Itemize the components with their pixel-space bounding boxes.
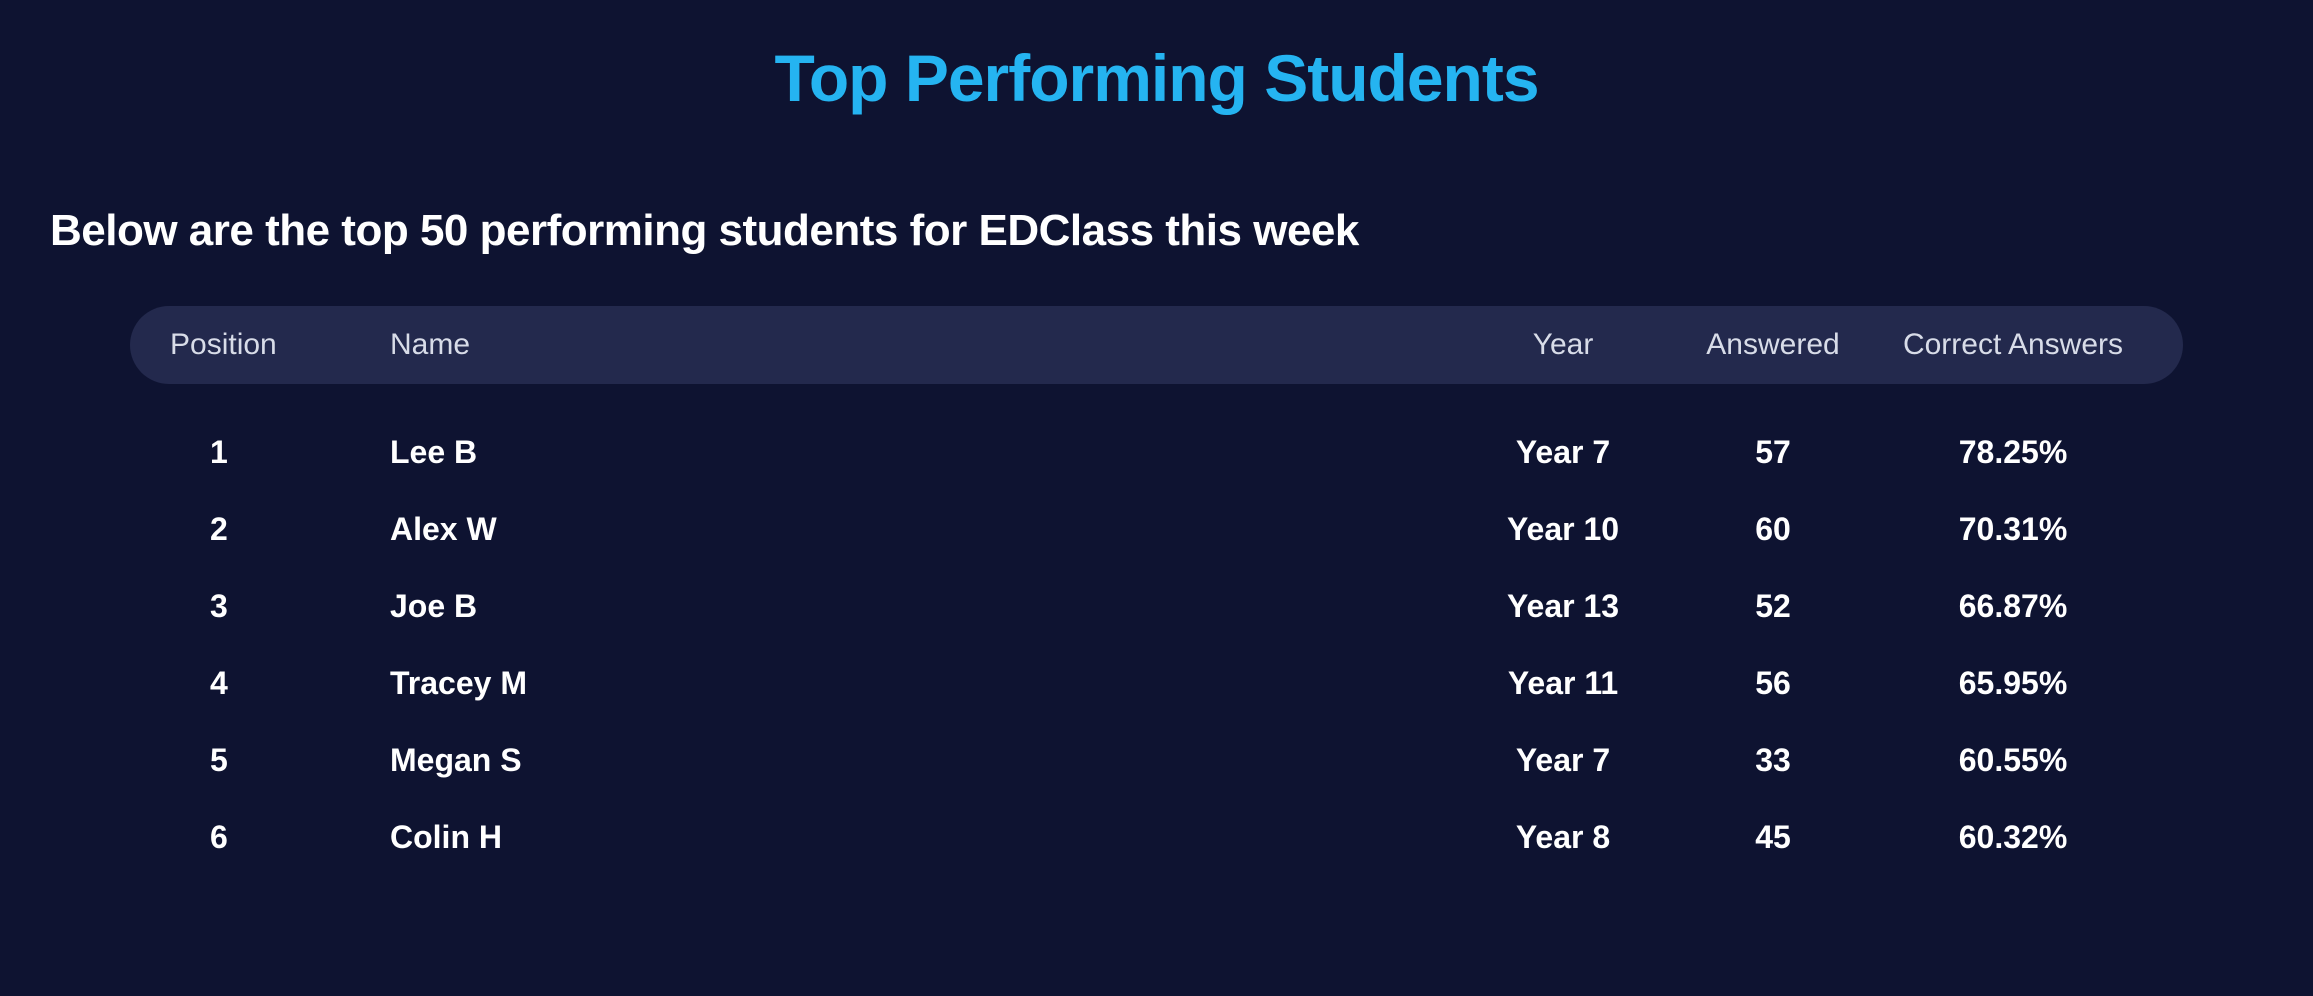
- column-header-answered: Answered: [1663, 328, 1883, 362]
- column-header-position: Position: [170, 328, 390, 362]
- page-title: Top Performing Students: [50, 40, 2263, 116]
- cell-year: Year 8: [1463, 819, 1663, 856]
- cell-name: Colin H: [390, 819, 1463, 856]
- cell-position: 4: [170, 665, 390, 702]
- table-header: Position Name Year Answered Correct Answ…: [130, 306, 2183, 384]
- cell-correct: 78.25%: [1883, 434, 2143, 471]
- cell-year: Year 13: [1463, 588, 1663, 625]
- table-row: 6 Colin H Year 8 45 60.32%: [130, 799, 2183, 876]
- cell-answered: 56: [1663, 665, 1883, 702]
- cell-answered: 45: [1663, 819, 1883, 856]
- table-row: 1 Lee B Year 7 57 78.25%: [130, 414, 2183, 491]
- cell-name: Joe B: [390, 588, 1463, 625]
- column-header-correct: Correct Answers: [1883, 328, 2143, 362]
- cell-position: 5: [170, 742, 390, 779]
- cell-position: 2: [170, 511, 390, 548]
- cell-correct: 66.87%: [1883, 588, 2143, 625]
- table-body: 1 Lee B Year 7 57 78.25% 2 Alex W Year 1…: [130, 384, 2183, 876]
- cell-answered: 33: [1663, 742, 1883, 779]
- cell-year: Year 7: [1463, 742, 1663, 779]
- cell-answered: 52: [1663, 588, 1883, 625]
- cell-year: Year 10: [1463, 511, 1663, 548]
- cell-name: Tracey M: [390, 665, 1463, 702]
- cell-correct: 70.31%: [1883, 511, 2143, 548]
- cell-year: Year 7: [1463, 434, 1663, 471]
- cell-correct: 60.55%: [1883, 742, 2143, 779]
- cell-name: Lee B: [390, 434, 1463, 471]
- cell-answered: 60: [1663, 511, 1883, 548]
- column-header-name: Name: [390, 328, 1463, 362]
- cell-position: 6: [170, 819, 390, 856]
- cell-correct: 65.95%: [1883, 665, 2143, 702]
- table-row: 2 Alex W Year 10 60 70.31%: [130, 491, 2183, 568]
- leaderboard-table: Position Name Year Answered Correct Answ…: [50, 306, 2263, 876]
- cell-correct: 60.32%: [1883, 819, 2143, 856]
- cell-answered: 57: [1663, 434, 1883, 471]
- table-row: 4 Tracey M Year 11 56 65.95%: [130, 645, 2183, 722]
- cell-name: Megan S: [390, 742, 1463, 779]
- column-header-year: Year: [1463, 328, 1663, 362]
- table-row: 5 Megan S Year 7 33 60.55%: [130, 722, 2183, 799]
- table-row: 3 Joe B Year 13 52 66.87%: [130, 568, 2183, 645]
- cell-position: 1: [170, 434, 390, 471]
- subtitle: Below are the top 50 performing students…: [50, 206, 2263, 256]
- cell-year: Year 11: [1463, 665, 1663, 702]
- cell-position: 3: [170, 588, 390, 625]
- cell-name: Alex W: [390, 511, 1463, 548]
